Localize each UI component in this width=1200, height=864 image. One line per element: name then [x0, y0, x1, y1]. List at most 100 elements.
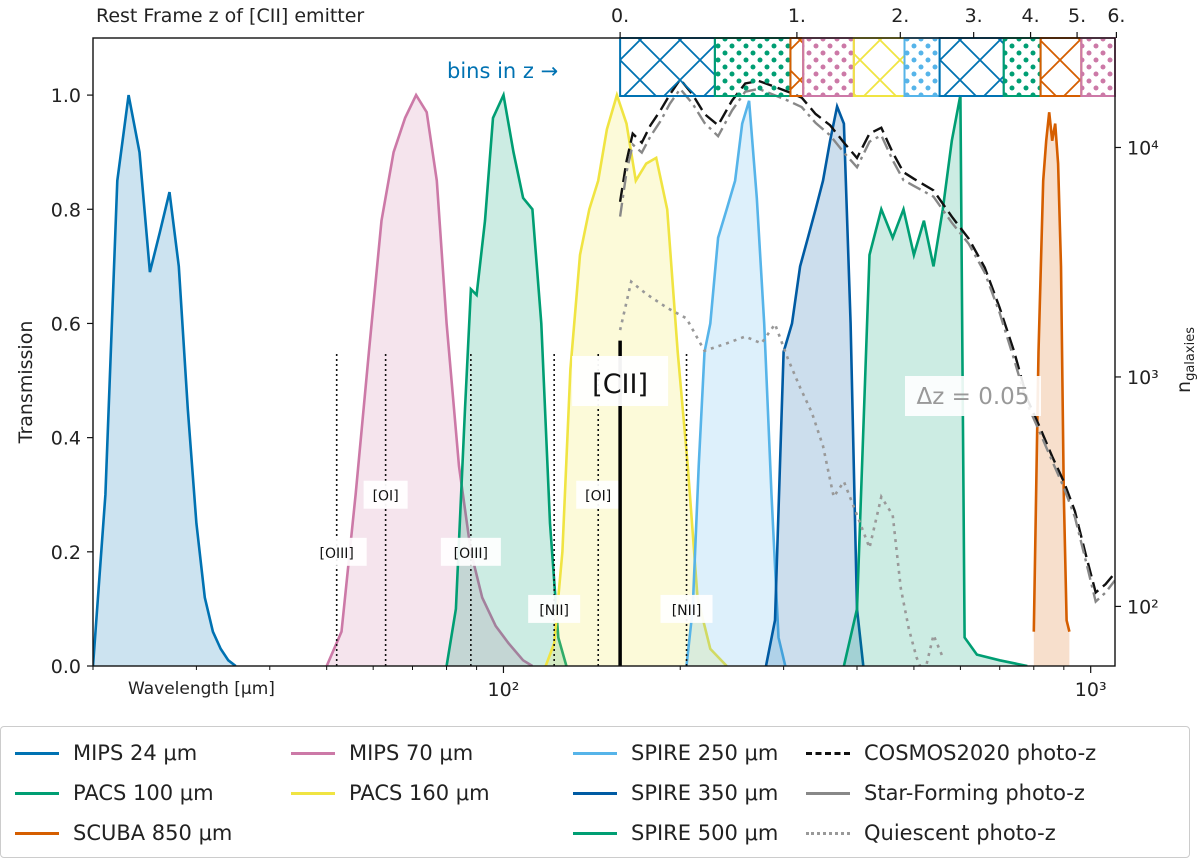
- cii-label-box: [572, 356, 669, 406]
- line-label-box: [363, 480, 408, 509]
- legend-entry-spire-500-m: SPIRE 500 μm: [573, 815, 778, 851]
- line-label: [OI]: [373, 489, 399, 505]
- y2-tick-label: 10⁴: [1127, 137, 1159, 159]
- chart: [OIII] [OI] [OIII] [NII] [OI] [NII] [CII] Δz =…: [15, 5, 1198, 701]
- axes: 0.0 0.2 0.4 0.6 0.8 1.0 10² 10³ 10² 10³ 10⁴ 0. 1. 2. 3…: [51, 5, 1159, 701]
- legend-swatch: [573, 791, 617, 795]
- legend-entry-star-forming-photo-z: Star-Forming photo-z: [806, 775, 1085, 811]
- top-tick-label: 5.: [1068, 5, 1086, 27]
- top-axis-label: Rest Frame z of [CII] emitter: [96, 5, 364, 27]
- line-label-box: [528, 594, 581, 623]
- legend-entry-spire-250-m: SPIRE 250 μm: [573, 735, 778, 771]
- legend-entry-pacs-160-m: PACS 160 μm: [291, 775, 490, 811]
- legend-swatch: [291, 791, 335, 795]
- y-axis-label: Transmission: [15, 321, 37, 445]
- legend-swatch: [806, 791, 850, 795]
- filter-line-spire-350-m: [764, 101, 865, 666]
- z-bin: [713, 37, 792, 97]
- x-axis-label: Wavelength [μm]: [128, 679, 275, 699]
- line-label: [NII]: [539, 603, 569, 619]
- top-tick-label: 6.: [1107, 5, 1125, 27]
- z-bin: [619, 37, 716, 97]
- legend-entry-scuba-850-m: SCUBA 850 μm: [15, 815, 232, 851]
- legend-swatch: [15, 831, 59, 835]
- top-tick-label: 2.: [891, 5, 909, 27]
- y-tick-label: 0.6: [51, 313, 81, 335]
- legend-label: SPIRE 350 μm: [631, 781, 779, 805]
- legend-swatch: [573, 831, 617, 835]
- legend-entry-spire-350-m: SPIRE 350 μm: [573, 775, 778, 811]
- line-label: [OIII]: [454, 546, 488, 562]
- x-tick-label: 10²: [488, 679, 520, 701]
- legend-label: PACS 160 μm: [349, 781, 490, 805]
- z-bin: [852, 37, 906, 97]
- cii-label: [CII]: [592, 369, 648, 400]
- legend-entry-pacs-100-m: PACS 100 μm: [15, 775, 214, 811]
- x-tick-label: 10³: [1075, 679, 1107, 701]
- line-label-box: [660, 594, 713, 623]
- dz-label: Δz = 0.05: [917, 384, 1030, 410]
- legend-entry-cosmos2020-photo-z: COSMOS2020 photo-z: [806, 735, 1096, 771]
- legend: MIPS 24 μm PACS 100 μm SCUBA 850 μm MIPS 70…: [0, 726, 1190, 858]
- legend-swatch: [806, 831, 850, 835]
- y-tick-label: 0.8: [51, 199, 81, 221]
- z-bin: [938, 37, 1005, 97]
- legend-entry-mips-70-m: MIPS 70 μm: [291, 735, 473, 771]
- z-bin: [802, 37, 855, 97]
- legend-label: Star-Forming photo-z: [864, 781, 1085, 805]
- line-label-box: [576, 480, 621, 509]
- z-bin: [1002, 37, 1042, 97]
- line-label-box: [440, 537, 501, 566]
- line-label-box: [306, 537, 367, 566]
- filter-line-spire-500-m: [842, 94, 1028, 666]
- legend-swatch: [573, 751, 617, 755]
- legend-entry-mips-24-m: MIPS 24 μm: [15, 735, 197, 771]
- top-tick-label: 3.: [965, 5, 983, 27]
- filter-fill-spire-350-m: [766, 106, 864, 666]
- legend-label: MIPS 24 μm: [73, 741, 198, 765]
- y2-tick-label: 10²: [1127, 596, 1159, 618]
- top-tick-label: 4.: [1022, 5, 1040, 27]
- y-tick-label: 0.2: [51, 542, 81, 564]
- filter-line-spire-250-m: [685, 100, 787, 666]
- top-tick-label: 1.: [788, 5, 806, 27]
- legend-label: COSMOS2020 photo-z: [864, 741, 1097, 765]
- emission-lines: [OIII] [OI] [OIII] [NII] [OI] [NII] [CII]: [306, 340, 713, 666]
- z-bin: [1039, 37, 1083, 97]
- legend-label: Quiescent photo-z: [864, 821, 1056, 845]
- y2-tick-label: 10³: [1127, 367, 1159, 389]
- y-tick-label: 0.4: [51, 428, 81, 450]
- z-bin: [903, 37, 941, 97]
- y-tick-label: 1.0: [51, 85, 81, 107]
- filter-line-mips-70-m: [325, 92, 534, 666]
- z-bin: [1080, 37, 1117, 97]
- filter-line-pacs-100-m: [445, 90, 568, 666]
- legend-label: PACS 100 μm: [73, 781, 214, 805]
- z-bin: [789, 37, 805, 97]
- photoz-star-forming-photo-z: [618, 86, 1115, 604]
- filter-fill-spire-250-m: [686, 100, 786, 666]
- filter-line-mips-24-m: [93, 94, 237, 666]
- line-label: [OIII]: [320, 546, 354, 562]
- legend-label: SPIRE 500 μm: [631, 821, 779, 845]
- legend-label: SPIRE 250 μm: [631, 741, 779, 765]
- line-label: [OI]: [585, 489, 611, 505]
- legend-swatch: [15, 751, 59, 755]
- plot-frame: [92, 37, 1116, 667]
- line-label: [NII]: [672, 603, 702, 619]
- photoz-quiescent-photo-z: [618, 279, 944, 666]
- filter-fill-mips-70-m: [326, 95, 533, 666]
- filter-line-pacs-160-m: [544, 90, 728, 666]
- z-bins: [619, 37, 1117, 97]
- legend-swatch: [15, 791, 59, 795]
- legend-entry-quiescent-photo-z: Quiescent photo-z: [806, 815, 1056, 851]
- y2-axis-label: ngalaxies: [1173, 327, 1198, 393]
- legend-label: SCUBA 850 μm: [73, 821, 233, 845]
- top-tick-label: 0.: [611, 5, 629, 27]
- filter-fill-pacs-100-m: [446, 95, 567, 666]
- y-tick-label: 0.0: [51, 656, 81, 678]
- dz-label-box: [905, 376, 1041, 416]
- legend-swatch: [806, 751, 850, 755]
- filter-line-scuba-850-m: [1032, 112, 1071, 633]
- legend-label: MIPS 70 μm: [349, 741, 474, 765]
